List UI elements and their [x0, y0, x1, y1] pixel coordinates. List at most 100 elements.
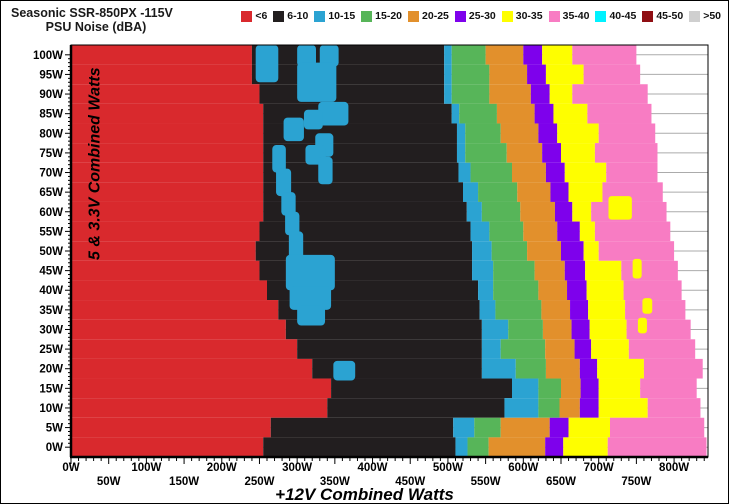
- legend-swatch-6-10: [273, 10, 285, 22]
- band-segment: [643, 358, 703, 379]
- band-segment: [542, 45, 573, 65]
- yellow-patch: [608, 196, 632, 220]
- x-tick-label: 50W: [97, 476, 121, 488]
- cyan-patch: [283, 117, 304, 142]
- band-segment: [71, 84, 260, 104]
- band-segment: [71, 221, 260, 242]
- y-tick-label: 35W: [39, 305, 63, 317]
- band-segment: [640, 378, 697, 399]
- band-segment: [259, 84, 445, 104]
- cyan-patch: [288, 231, 304, 259]
- y-tick-label: 50W: [39, 246, 63, 258]
- band-segment: [327, 398, 505, 418]
- legend-item-25-30: 25-30: [454, 10, 496, 22]
- band-segment: [297, 339, 482, 359]
- x-axis-title: +12V Combined Watts: [275, 485, 454, 504]
- band-segment: [623, 280, 682, 301]
- band-segment: [467, 437, 489, 457]
- band-segment: [71, 319, 286, 340]
- legend-label: 25-30: [468, 10, 496, 22]
- legend-item->50: >50: [689, 10, 721, 22]
- band-segment: [463, 182, 479, 202]
- band-segment: [331, 378, 512, 399]
- band-segment: [542, 319, 572, 340]
- band-segment: [489, 221, 524, 242]
- legend-item-35-40: 35-40: [548, 10, 589, 22]
- band-segment: [517, 182, 551, 202]
- band-segment: [71, 162, 264, 183]
- yellow-patch: [642, 298, 653, 314]
- legend-swatch-<6: [241, 10, 253, 22]
- band-segment: [549, 84, 573, 104]
- band-segment: [572, 201, 592, 222]
- band-segment: [71, 339, 298, 359]
- band-segment: [579, 221, 595, 242]
- band-segment: [71, 103, 264, 124]
- band-segment: [489, 64, 528, 85]
- band-segment: [579, 358, 598, 379]
- x-tick-label: 550W: [471, 476, 501, 488]
- band-segment: [491, 241, 528, 261]
- cyan-patch: [333, 360, 356, 381]
- y-tick-label: 85W: [39, 109, 63, 121]
- band-segment: [495, 300, 542, 320]
- x-tick-label: 300W: [282, 462, 312, 474]
- y-tick-label: 25W: [39, 344, 63, 356]
- legend-label: 40-45: [609, 10, 637, 22]
- band-segment: [607, 437, 707, 457]
- band-segment: [561, 378, 581, 399]
- legend-swatch-10-15: [314, 10, 326, 22]
- band-segment: [506, 143, 543, 163]
- y-tick-label: 75W: [39, 148, 63, 160]
- band-segment: [263, 437, 456, 457]
- legend: <6 6-10 10-15 15-20 20-25 25-30 30-35 35-40 40-4…: [241, 10, 721, 22]
- band-segment: [598, 123, 656, 144]
- band-segment: [474, 417, 501, 438]
- band-segment: [466, 201, 482, 222]
- band-segment: [481, 339, 501, 359]
- band-segment: [568, 417, 610, 438]
- band-segment: [542, 143, 561, 163]
- band-segment: [71, 437, 264, 457]
- cyan-patch: [318, 156, 333, 185]
- band-segment: [564, 260, 586, 281]
- band-segment: [621, 260, 678, 281]
- band-segment: [453, 417, 475, 438]
- band-segment: [527, 241, 561, 261]
- band-segment: [71, 417, 271, 438]
- x-tick-label: 350W: [320, 476, 350, 488]
- band-segment: [563, 437, 608, 457]
- band-segment: [263, 143, 457, 163]
- band-segment: [574, 339, 592, 359]
- y-tick-label: 55W: [39, 226, 63, 238]
- band-segment: [567, 280, 587, 301]
- y-tick-label: 70W: [39, 168, 63, 180]
- yellow-patch: [632, 258, 642, 279]
- x-tick-label: 800W: [659, 462, 689, 474]
- legend-label: >50: [703, 10, 721, 22]
- band-segment: [500, 339, 546, 359]
- band-segment: [451, 64, 490, 85]
- band-segment: [570, 300, 589, 320]
- band-segment: [538, 398, 560, 418]
- band-segment: [493, 280, 539, 301]
- band-segment: [557, 221, 580, 242]
- band-segment: [530, 84, 550, 104]
- legend-swatch-25-30: [454, 10, 466, 22]
- legend-swatch-35-40: [548, 10, 560, 22]
- band-segment: [597, 358, 644, 379]
- band-segment: [564, 162, 607, 183]
- x-tick-label: 500W: [433, 462, 463, 474]
- band-segment: [598, 241, 675, 261]
- band-segment: [545, 339, 575, 359]
- band-segment: [71, 280, 267, 301]
- legend-label: <6: [255, 10, 268, 22]
- legend-item-6-10: 6-10: [273, 10, 308, 22]
- band-segment: [545, 64, 584, 85]
- band-segment: [478, 280, 494, 301]
- band-segment: [263, 182, 463, 202]
- band-segment: [472, 260, 494, 281]
- band-segment: [572, 84, 648, 104]
- band-segment: [541, 300, 571, 320]
